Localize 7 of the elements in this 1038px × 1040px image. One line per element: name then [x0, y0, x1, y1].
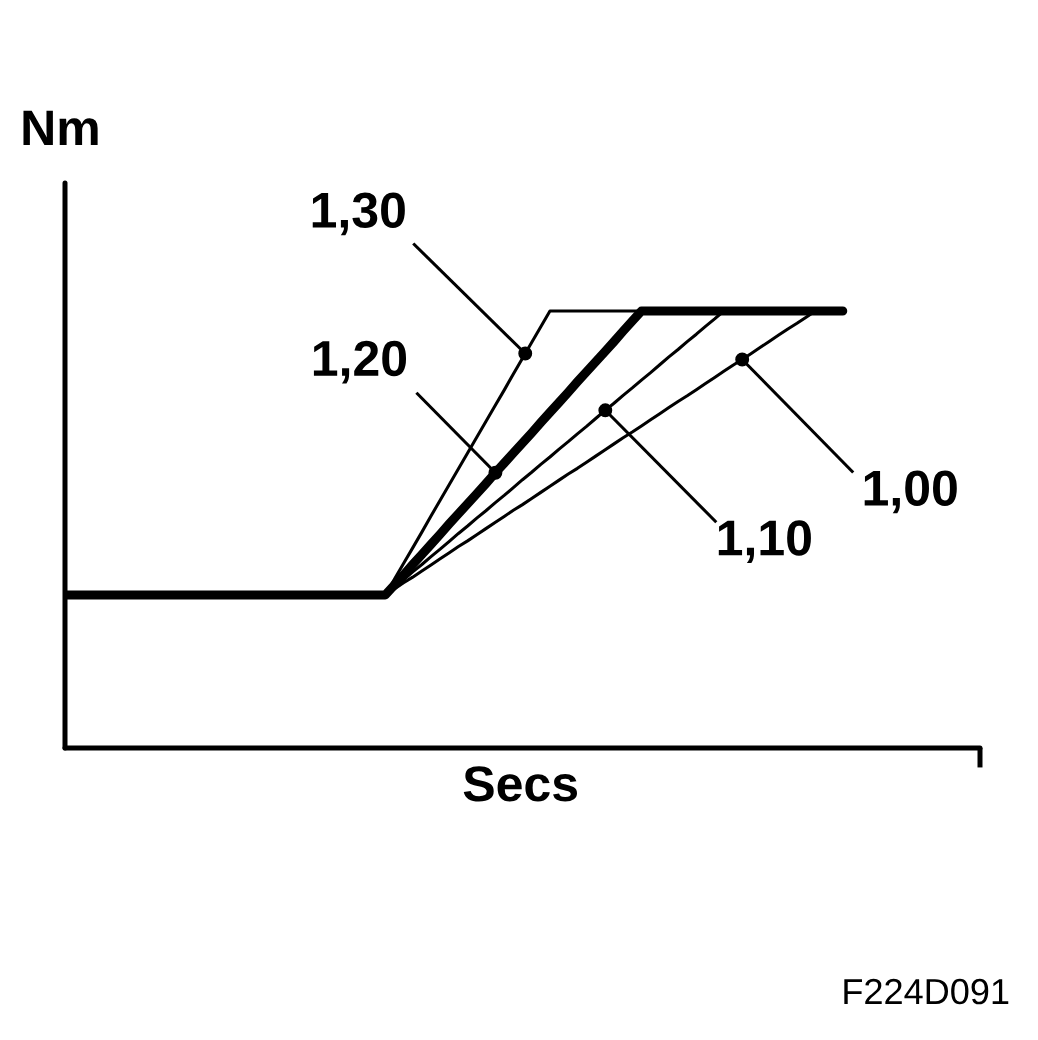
text: F224D091 — [844, 978, 1009, 1005]
x-axis-title: Secs — [463, 766, 578, 802]
text: 1,30 — [312, 192, 405, 236]
y-axis-title: Nm — [23, 110, 98, 146]
text: 1,10 — [718, 520, 811, 563]
legend-label: 1,20 — [313, 340, 407, 384]
text: 1,00 — [864, 470, 957, 514]
